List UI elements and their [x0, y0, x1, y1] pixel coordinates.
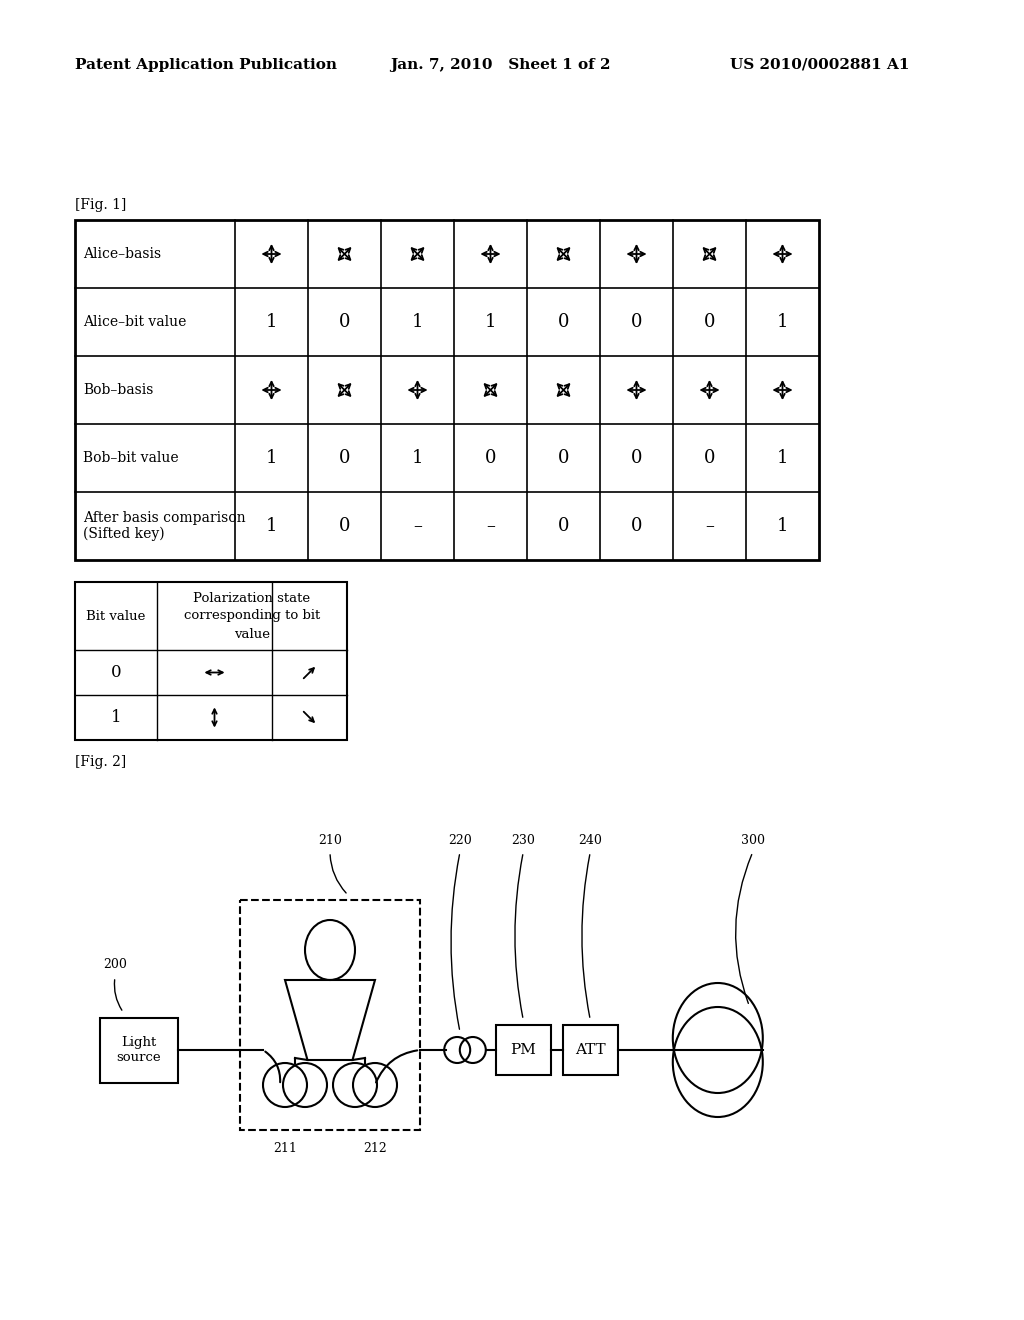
- Text: 1: 1: [266, 449, 278, 467]
- Text: value: value: [234, 627, 270, 640]
- Text: –: –: [413, 517, 422, 535]
- Text: 0: 0: [111, 664, 121, 681]
- Text: 200: 200: [103, 958, 127, 972]
- Text: [Fig. 2]: [Fig. 2]: [75, 755, 126, 770]
- Text: Bob–basis: Bob–basis: [83, 383, 154, 397]
- Text: 0: 0: [631, 449, 642, 467]
- Text: Jan. 7, 2010   Sheet 1 of 2: Jan. 7, 2010 Sheet 1 of 2: [390, 58, 610, 73]
- Text: 1: 1: [412, 449, 423, 467]
- Text: 0: 0: [558, 449, 569, 467]
- Text: 1: 1: [777, 517, 788, 535]
- Text: Light
source: Light source: [117, 1036, 162, 1064]
- Text: 1: 1: [266, 313, 278, 331]
- Text: ATT: ATT: [575, 1043, 605, 1057]
- Text: 240: 240: [579, 833, 602, 846]
- Text: 0: 0: [484, 449, 497, 467]
- Bar: [240, 900, 420, 1130]
- Text: 0: 0: [631, 313, 642, 331]
- Text: 1: 1: [777, 313, 788, 331]
- Bar: [100, 1018, 178, 1082]
- Text: Patent Application Publication: Patent Application Publication: [75, 58, 337, 73]
- Text: 1: 1: [412, 313, 423, 331]
- Text: 210: 210: [318, 833, 342, 846]
- Text: 230: 230: [511, 833, 536, 846]
- Bar: [75, 220, 819, 560]
- Text: Alice–basis: Alice–basis: [83, 247, 161, 261]
- Text: 0: 0: [631, 517, 642, 535]
- Text: 211: 211: [273, 1142, 297, 1155]
- Text: 0: 0: [703, 313, 715, 331]
- Text: 1: 1: [777, 449, 788, 467]
- Text: Alice–bit value: Alice–bit value: [83, 315, 186, 329]
- Text: US 2010/0002881 A1: US 2010/0002881 A1: [730, 58, 909, 73]
- Text: 212: 212: [364, 1142, 387, 1155]
- Text: Bit value: Bit value: [86, 610, 145, 623]
- Text: 1: 1: [484, 313, 497, 331]
- Text: 0: 0: [339, 517, 350, 535]
- Text: Polarization state: Polarization state: [194, 591, 310, 605]
- Bar: [563, 1026, 617, 1074]
- Text: 0: 0: [558, 517, 569, 535]
- Text: 0: 0: [339, 313, 350, 331]
- Text: –: –: [486, 517, 495, 535]
- Text: 300: 300: [740, 833, 765, 846]
- Text: After basis comparison
(Sifted key): After basis comparison (Sifted key): [83, 511, 246, 541]
- Text: 0: 0: [558, 313, 569, 331]
- Bar: [75, 582, 347, 741]
- Text: [Fig. 1]: [Fig. 1]: [75, 198, 126, 213]
- Text: corresponding to bit: corresponding to bit: [184, 610, 321, 623]
- Text: 1: 1: [266, 517, 278, 535]
- Text: 0: 0: [703, 449, 715, 467]
- Text: PM: PM: [510, 1043, 537, 1057]
- Bar: [496, 1026, 551, 1074]
- Text: 220: 220: [449, 833, 472, 846]
- Text: Bob–bit value: Bob–bit value: [83, 451, 178, 465]
- Text: –: –: [706, 517, 714, 535]
- Text: 0: 0: [339, 449, 350, 467]
- Text: 1: 1: [111, 709, 121, 726]
